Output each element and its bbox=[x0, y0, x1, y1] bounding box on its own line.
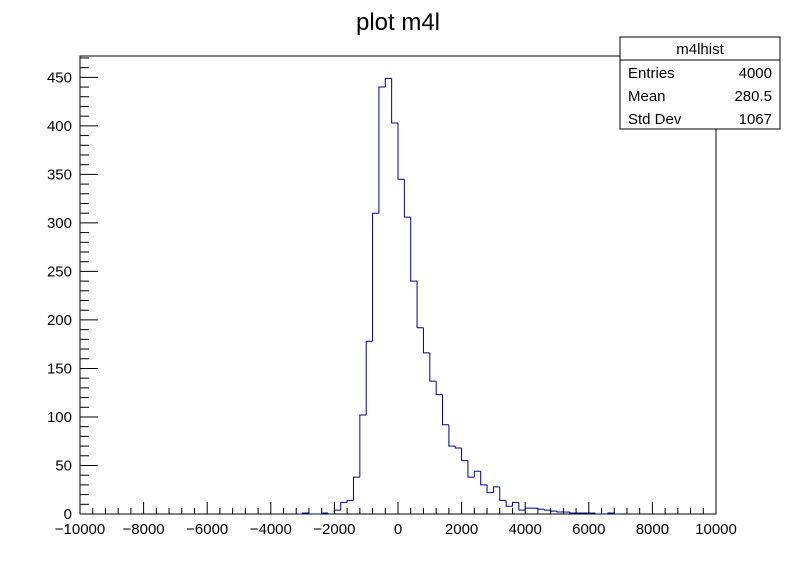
histogram-series bbox=[296, 77, 621, 515]
histogram-bin bbox=[499, 486, 507, 501]
x-tick-label: 6000 bbox=[572, 521, 605, 538]
x-tick-label: 8000 bbox=[636, 521, 669, 538]
histogram-bin bbox=[467, 460, 475, 478]
histogram-bin bbox=[524, 507, 532, 511]
histogram-bin bbox=[410, 217, 418, 282]
x-tick-label: −6000 bbox=[186, 521, 228, 538]
histogram-bin bbox=[435, 381, 443, 396]
histogram-bin bbox=[384, 77, 392, 88]
y-tick-label: 150 bbox=[47, 360, 72, 377]
histogram-bin bbox=[429, 352, 437, 382]
histogram-bin bbox=[511, 501, 519, 507]
x-tick-label: −4000 bbox=[250, 521, 292, 538]
y-tick-label: 200 bbox=[47, 312, 72, 329]
histogram-bin bbox=[352, 476, 360, 501]
histogram-bin bbox=[403, 179, 411, 218]
histogram-bin bbox=[308, 513, 316, 515]
histogram-bin bbox=[518, 502, 526, 511]
y-tick-label: 50 bbox=[55, 457, 72, 474]
histogram-bin bbox=[454, 446, 462, 449]
histogram-bin bbox=[397, 122, 405, 180]
histogram-bin bbox=[461, 448, 468, 462]
histogram-bin bbox=[416, 281, 424, 329]
y-tick-label: 350 bbox=[47, 166, 72, 183]
chart-title: plot m4l bbox=[356, 9, 440, 36]
stats-mean-value: 280.5 bbox=[734, 88, 772, 105]
x-axis: −10000 −8000 −6000 −4000 −2000 0 2000 4000 6000 8… bbox=[55, 502, 737, 538]
histogram-bin bbox=[607, 512, 615, 514]
x-tick-label: 0 bbox=[394, 521, 402, 538]
stats-stddev-value: 1067 bbox=[739, 111, 772, 128]
histogram-bin bbox=[448, 424, 456, 447]
y-tick-label: 0 bbox=[64, 506, 72, 523]
histogram-bin bbox=[365, 340, 373, 416]
histogram-bin bbox=[333, 509, 341, 514]
histogram-bin bbox=[346, 499, 354, 503]
x-tick-label: 10000 bbox=[695, 521, 737, 538]
y-tick-label: 450 bbox=[47, 69, 72, 86]
stats-box-title: m4lhist bbox=[676, 41, 724, 58]
histogram-bin bbox=[302, 512, 309, 514]
histogram-bin bbox=[492, 486, 500, 493]
histogram-bin bbox=[378, 86, 386, 214]
x-tick-label: −8000 bbox=[123, 521, 165, 538]
histogram-bin bbox=[505, 500, 513, 507]
histogram-bin bbox=[556, 511, 564, 513]
histogram-bin bbox=[569, 512, 577, 514]
histogram-bin bbox=[327, 513, 335, 515]
histogram-bin bbox=[391, 78, 398, 124]
y-tick-label: 400 bbox=[47, 118, 72, 135]
stats-entries-label: Entries bbox=[628, 65, 675, 82]
histogram-bin bbox=[486, 484, 494, 494]
y-axis: 0 50 100 150 200 250 300 350 400 450 bbox=[47, 57, 98, 523]
x-tick-label: −10000 bbox=[55, 521, 105, 538]
histogram-bin bbox=[594, 513, 602, 515]
x-tick-label: 4000 bbox=[509, 521, 542, 538]
stats-box-border bbox=[619, 36, 781, 130]
x-tick-label: 2000 bbox=[445, 521, 478, 538]
y-tick-label: 250 bbox=[47, 263, 72, 280]
histogram-bin bbox=[340, 501, 348, 511]
histogram-bin bbox=[613, 513, 621, 515]
y-tick-label: 100 bbox=[47, 409, 72, 426]
stats-box: m4lhist Entries 4000 Mean 280.5 Std Dev … bbox=[619, 36, 781, 130]
histogram-bin bbox=[359, 414, 367, 478]
histogram-bin bbox=[537, 508, 545, 510]
stats-stddev-label: Std Dev bbox=[628, 111, 682, 128]
stats-mean-label: Mean bbox=[628, 88, 666, 105]
histogram-bin bbox=[422, 327, 430, 354]
y-tick-label: 300 bbox=[47, 215, 72, 232]
stats-entries-value: 4000 bbox=[739, 65, 772, 82]
histogram-bin bbox=[543, 509, 551, 511]
x-tick-label: −2000 bbox=[313, 521, 355, 538]
histogram-bin bbox=[550, 510, 557, 512]
histogram-bin bbox=[442, 394, 449, 426]
histogram-bin bbox=[480, 471, 488, 486]
histogram-bin bbox=[473, 470, 481, 478]
histogram-bin bbox=[372, 212, 379, 342]
